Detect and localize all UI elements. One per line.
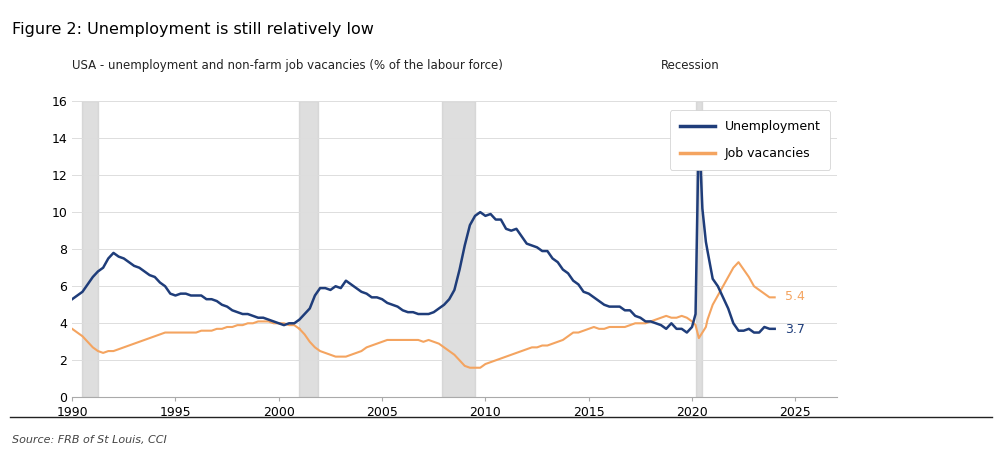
Text: Source: FRB of St Louis, CCI: Source: FRB of St Louis, CCI	[12, 435, 166, 445]
Text: 5.4: 5.4	[785, 290, 805, 303]
Bar	[695, 101, 702, 397]
Text: Figure 2: Unemployment is still relatively low: Figure 2: Unemployment is still relative…	[12, 22, 374, 37]
Legend: Unemployment, Job vacancies: Unemployment, Job vacancies	[669, 110, 831, 170]
Bar	[443, 101, 475, 397]
Bar	[82, 101, 98, 397]
Text: Recession: Recession	[661, 59, 719, 72]
Text: 3.7: 3.7	[785, 323, 805, 336]
Bar	[300, 101, 319, 397]
Text: USA - unemployment and non-farm job vacancies (% of the labour force): USA - unemployment and non-farm job vaca…	[72, 59, 503, 72]
